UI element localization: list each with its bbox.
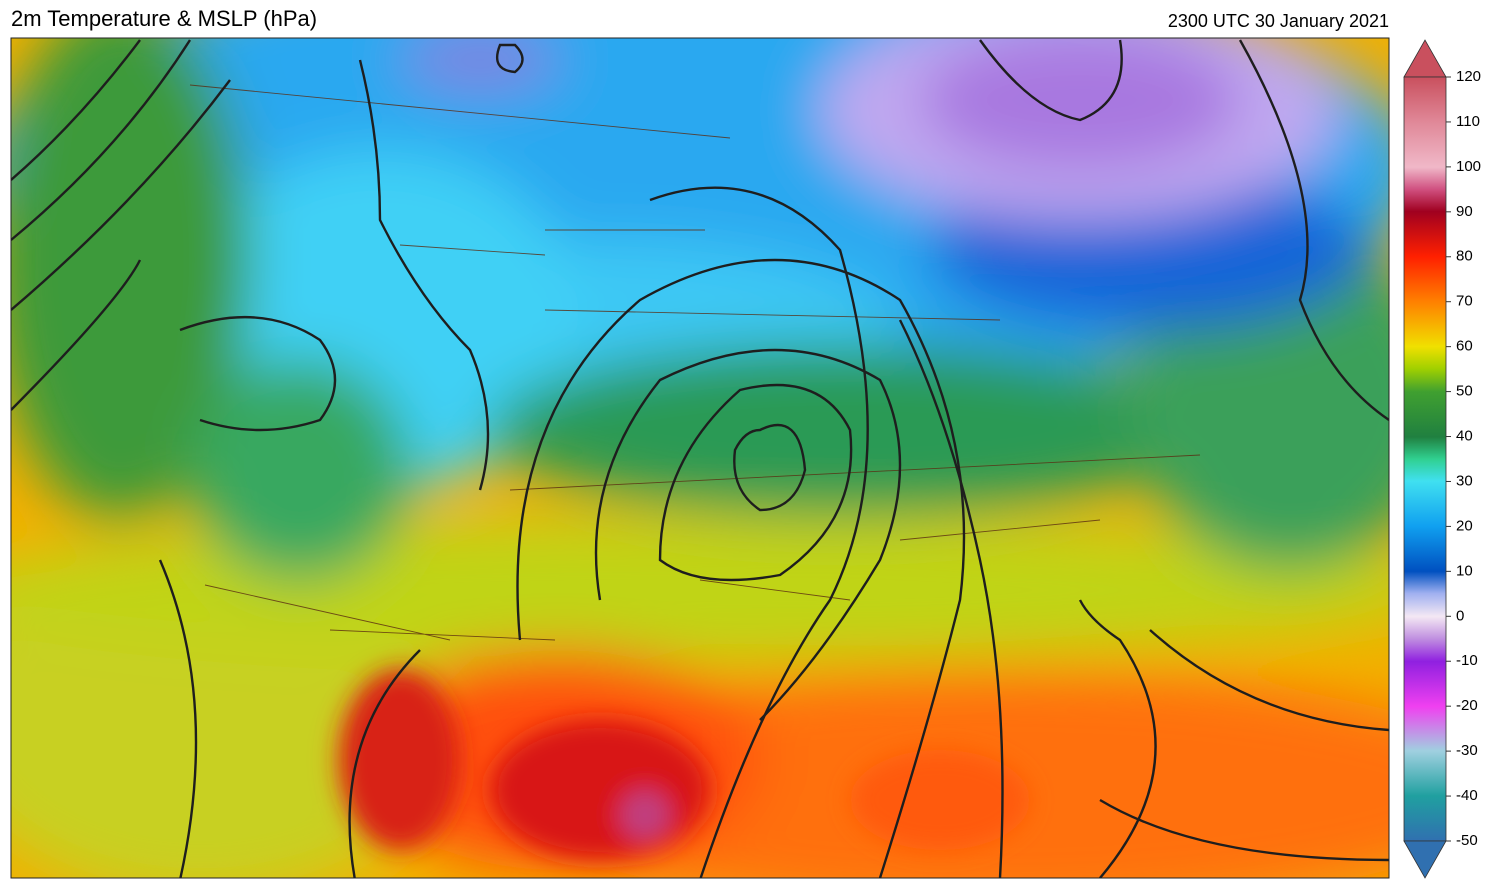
- colorbar-tick-label: -40: [1456, 787, 1478, 804]
- map-frame: [10, 37, 1390, 879]
- colorbar-tick-label: -30: [1456, 742, 1478, 759]
- colorbar-tick-label: 0: [1456, 607, 1464, 624]
- colorbar-tick-label: 40: [1456, 427, 1473, 444]
- colorbar: [1403, 39, 1447, 879]
- colorbar-tick-label: 110: [1456, 113, 1480, 130]
- colorbar-tick-label: 30: [1456, 472, 1473, 489]
- map-title: 2m Temperature & MSLP (hPa): [11, 6, 317, 31]
- colorbar-tick-label: 80: [1456, 248, 1473, 265]
- colorbar-tick-label: -50: [1456, 832, 1478, 849]
- colorbar-tick-label: 70: [1456, 293, 1473, 310]
- valid-time: 2300 UTC 30 January 2021: [1168, 11, 1389, 31]
- colorbar-tick-label: 50: [1456, 383, 1473, 400]
- colorbar-tick-label: 90: [1456, 203, 1473, 220]
- colorbar-tick-label: 120: [1456, 68, 1481, 85]
- colorbar-tick-label: 10: [1456, 562, 1473, 579]
- colorbar-tick-label: 60: [1456, 338, 1473, 355]
- colorbar-tick-label: 100: [1456, 158, 1481, 175]
- colorbar-tick-label: -20: [1456, 697, 1478, 714]
- colorbar-tick-label: 20: [1456, 517, 1473, 534]
- colorbar-tick-label: -10: [1456, 652, 1478, 669]
